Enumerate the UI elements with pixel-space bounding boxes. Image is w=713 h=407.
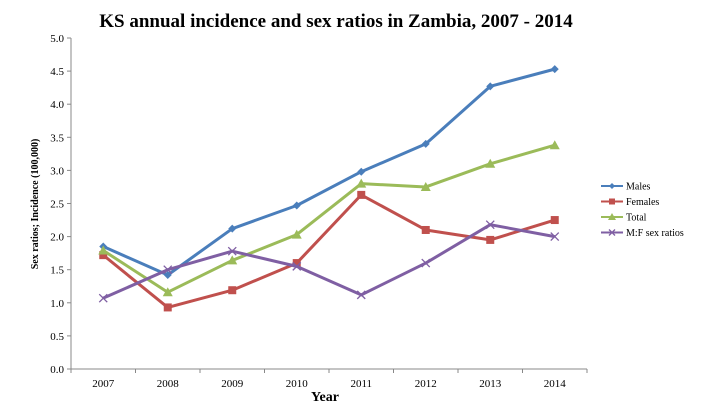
y-tick-label: 3.5	[50, 132, 64, 144]
data-point	[486, 82, 495, 91]
data-point	[98, 245, 109, 255]
legend-label: Males	[626, 182, 651, 193]
legend-item: Total	[601, 213, 647, 224]
y-tick-label: 0.0	[50, 364, 64, 376]
x-tick-labels: 2007 2008 2009 2010 2011 2012 2013 2014	[92, 378, 566, 390]
series-females	[99, 190, 559, 312]
data-point	[292, 261, 302, 271]
data-point	[163, 265, 173, 275]
chart-title: KS annual incidence and sex ratios in Za…	[99, 11, 573, 32]
y-tick-label: 0.5	[50, 331, 64, 343]
series-line	[102, 67, 556, 277]
y-axis-label: Sex ratios; Incidence (100,000)	[30, 139, 41, 270]
y-tick-labels: 0.0 0.5 1.0 1.5 2.0 2.5 3.0 3.5 4.0 4.5 5.0	[50, 33, 64, 376]
y-tick-label: 2.0	[50, 232, 64, 244]
legend-label: Total	[626, 213, 647, 224]
data-point	[227, 246, 237, 256]
x-tick-label: 2009	[221, 378, 244, 390]
data-point	[421, 139, 430, 148]
data-point	[357, 167, 366, 176]
data-point	[99, 251, 108, 260]
data-point	[550, 65, 559, 74]
data-point	[163, 270, 172, 279]
legend-item: Males	[601, 182, 651, 193]
legend-item: M:F sex ratios	[601, 228, 684, 239]
data-point	[550, 232, 560, 242]
legend-marker	[609, 183, 615, 189]
y-tick-label: 2.5	[50, 199, 64, 211]
series-group	[98, 65, 560, 312]
data-point	[485, 158, 496, 168]
x-tick-label: 2010	[286, 378, 309, 390]
legend-label: M:F sex ratios	[626, 228, 684, 239]
data-point	[162, 287, 173, 297]
data-point	[485, 220, 495, 230]
x-tick-label: 2014	[544, 378, 567, 390]
series-m-f-sex-ratios	[98, 220, 560, 303]
y-tick-label: 4.0	[50, 99, 64, 111]
data-point	[486, 235, 495, 244]
y-tick-label: 4.5	[50, 66, 64, 78]
series-total	[98, 140, 560, 297]
y-tick-label: 5.0	[50, 33, 64, 45]
y-tick-label: 3.0	[50, 165, 64, 177]
data-point	[421, 258, 431, 268]
data-point	[421, 225, 430, 234]
y-tick-label: 1.0	[50, 298, 64, 310]
x-axis-label: Year	[311, 390, 339, 405]
x-tick-label: 2012	[415, 378, 437, 390]
series-line	[102, 223, 556, 300]
data-point	[356, 290, 366, 300]
y-tick-label: 1.5	[50, 265, 64, 277]
legend-marker	[609, 198, 615, 205]
series-line	[102, 143, 556, 294]
series-line	[102, 193, 556, 309]
data-point	[228, 286, 237, 295]
data-point	[292, 201, 301, 210]
data-point	[356, 178, 367, 188]
x-tick-label: 2013	[479, 378, 502, 390]
x-tick-label: 2007	[92, 378, 115, 390]
series-males	[99, 65, 559, 279]
data-point	[357, 190, 366, 199]
data-point	[292, 259, 301, 268]
data-point	[549, 140, 560, 150]
x-tick-label: 2008	[157, 378, 180, 390]
legend-item: Females	[601, 197, 659, 208]
data-point	[98, 293, 108, 303]
axes	[67, 37, 588, 373]
legend-marker	[608, 213, 616, 220]
data-point	[291, 229, 302, 239]
legend-marker	[608, 229, 616, 236]
legend-label: Females	[626, 197, 659, 208]
x-tick-label: 2011	[350, 378, 372, 390]
legend: Males Females Total M:F sex ratios	[601, 182, 684, 239]
data-point	[550, 216, 559, 225]
data-point	[163, 303, 172, 312]
data-point	[420, 181, 431, 191]
data-point	[228, 224, 237, 233]
data-point	[227, 255, 238, 265]
